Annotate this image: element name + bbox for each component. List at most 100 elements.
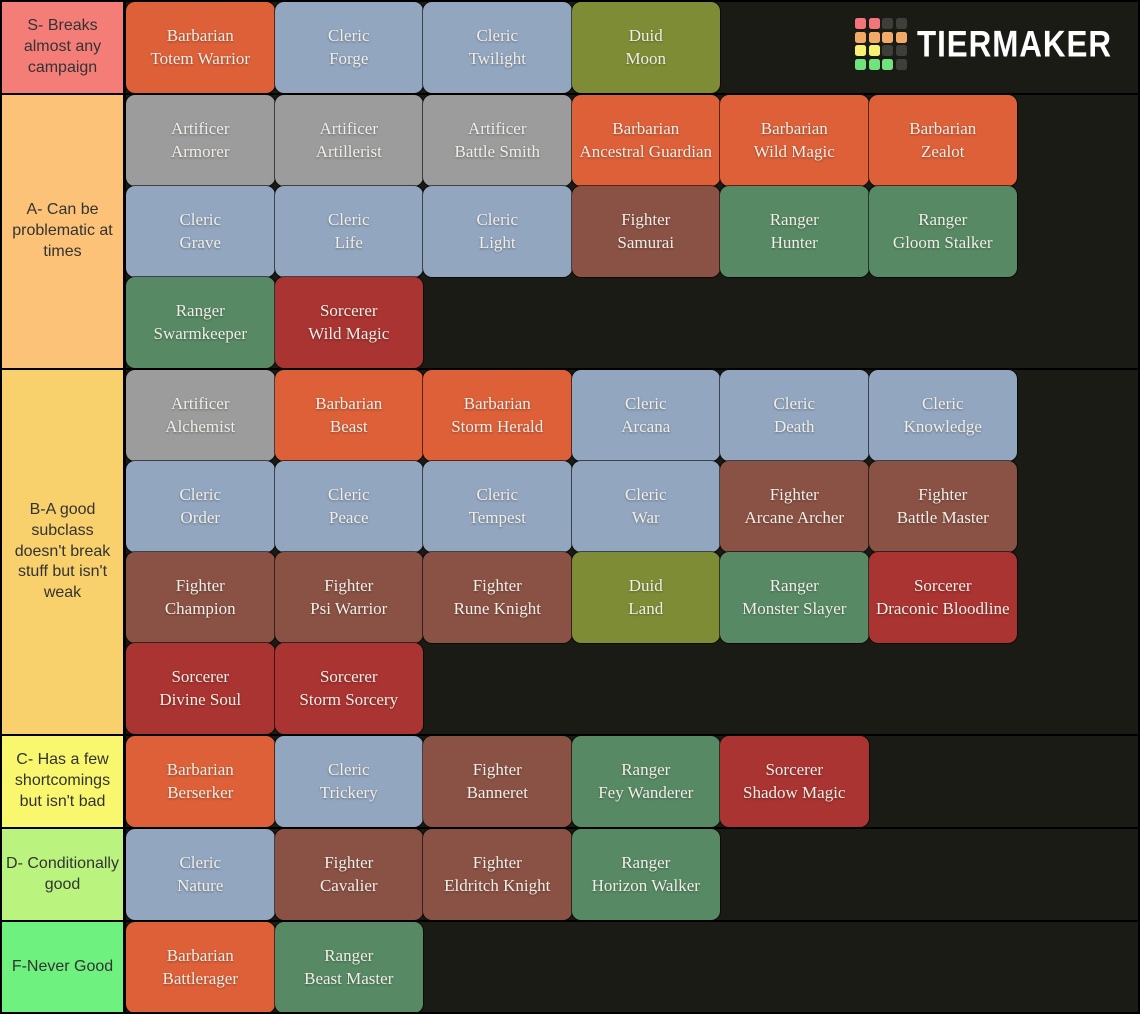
- tier-item-card[interactable]: Barbarian Zealot: [868, 95, 1017, 186]
- tier-item-card[interactable]: Cleric Order: [126, 461, 275, 552]
- tier-item-class: Cleric: [476, 26, 519, 46]
- tier-item-subclass: Berserker: [167, 782, 234, 802]
- tier-item-class: Cleric: [179, 485, 222, 505]
- tier-item-class: Sorcerer: [765, 760, 824, 780]
- tier-item-card[interactable]: Fighter Cavalier: [274, 829, 423, 920]
- tier-item-card[interactable]: Ranger Swarmkeeper: [126, 277, 275, 368]
- tier-cards-area[interactable]: Cleric Nature Fighter Cavalier Fighter E…: [126, 829, 1138, 920]
- tier-item-card[interactable]: Cleric Forge: [274, 2, 423, 93]
- tiermaker-logo: TIERMAKER: [855, 18, 1122, 70]
- tier-item-subclass: Land: [628, 598, 664, 618]
- tier-item-subclass: Beast: [329, 416, 368, 436]
- tier-cards-area[interactable]: Artificer Alchemist Barbarian Beast Barb…: [126, 370, 1138, 734]
- tier-item-subclass: Gloom Stalker: [892, 232, 993, 252]
- tier-item-card[interactable]: Cleric Grave: [126, 186, 275, 277]
- tier-row-b: B-A good subclass doesn't break stuff bu…: [2, 370, 1138, 736]
- tier-item-subclass: Death: [773, 416, 815, 436]
- tier-item-card[interactable]: Artificer Artillerist: [274, 95, 423, 186]
- tier-item-card[interactable]: Artificer Armorer: [126, 95, 275, 186]
- tier-item-card[interactable]: Cleric Tempest: [423, 461, 572, 552]
- tier-item-card[interactable]: Fighter Battle Master: [868, 461, 1017, 552]
- tier-item-class: Ranger: [621, 760, 671, 780]
- tier-item-card[interactable]: Cleric Trickery: [274, 736, 423, 827]
- tier-item-class: Artificer: [170, 119, 230, 139]
- tier-item-card[interactable]: Fighter Rune Knight: [423, 552, 572, 643]
- tier-item-card[interactable]: Cleric Knowledge: [868, 370, 1017, 461]
- tier-item-card[interactable]: Ranger Gloom Stalker: [868, 186, 1017, 277]
- tier-item-class: Cleric: [773, 394, 816, 414]
- tier-item-subclass: Trickery: [319, 782, 378, 802]
- tier-item-class: Fighter: [472, 853, 522, 873]
- tier-item-card[interactable]: Duid Moon: [571, 2, 720, 93]
- tier-item-card[interactable]: Ranger Fey Wanderer: [571, 736, 720, 827]
- tier-cards-area[interactable]: Barbarian Battlerager Ranger Beast Maste…: [126, 922, 1138, 1012]
- tier-item-card[interactable]: Fighter Arcane Archer: [720, 461, 869, 552]
- tier-item-subclass: Life: [334, 232, 363, 252]
- tier-item-class: Cleric: [327, 760, 370, 780]
- tier-item-card[interactable]: Sorcerer Storm Sorcery: [274, 643, 423, 734]
- tier-item-card[interactable]: Ranger Beast Master: [274, 922, 423, 1012]
- tier-item-subclass: Peace: [328, 507, 369, 527]
- tier-cards-area[interactable]: Barbarian Berserker Cleric Trickery Figh…: [126, 736, 1138, 827]
- tier-cards-area[interactable]: Artificer Armorer Artificer Artillerist …: [126, 95, 1138, 368]
- tier-item-card[interactable]: Fighter Psi Warrior: [274, 552, 423, 643]
- tier-item-class: Fighter: [324, 853, 374, 873]
- tier-item-card[interactable]: Sorcerer Wild Magic: [274, 277, 423, 368]
- tier-item-subclass: Arcana: [621, 416, 671, 436]
- tier-item-card[interactable]: Artificer Battle Smith: [423, 95, 572, 186]
- tier-item-card[interactable]: Sorcerer Shadow Magic: [720, 736, 869, 827]
- logo-square: [855, 18, 867, 29]
- tier-item-card[interactable]: Barbarian Battlerager: [126, 922, 275, 1012]
- tier-item-class: Barbarian: [612, 119, 680, 139]
- tier-item-class: Duid: [628, 26, 663, 46]
- tier-item-card[interactable]: Sorcerer Draconic Bloodline: [868, 552, 1017, 643]
- tier-item-subclass: Tempest: [468, 507, 526, 527]
- tier-item-card[interactable]: Barbarian Berserker: [126, 736, 275, 827]
- tier-item-class: Barbarian: [166, 26, 234, 46]
- tier-item-subclass: Hunter: [770, 232, 818, 252]
- tier-item-class: Barbarian: [315, 394, 383, 414]
- tier-item-class: Fighter: [769, 485, 819, 505]
- tier-row-f: F-Never Good Barbarian Battlerager Range…: [2, 922, 1138, 1012]
- tier-item-card[interactable]: Cleric Peace: [274, 461, 423, 552]
- logo-square: [895, 31, 907, 43]
- tier-item-subclass: Battle Smith: [454, 141, 540, 161]
- tier-item-card[interactable]: Ranger Hunter: [720, 186, 869, 277]
- logo-square: [882, 31, 894, 43]
- tier-item-class: Ranger: [324, 946, 374, 966]
- logo-square: [882, 18, 894, 29]
- tier-item-card[interactable]: Cleric Twilight: [423, 2, 572, 93]
- tier-item-card[interactable]: Artificer Alchemist: [126, 370, 275, 461]
- tier-item-card[interactable]: Barbarian Storm Herald: [423, 370, 572, 461]
- tier-item-class: Fighter: [472, 576, 522, 596]
- tier-label: B-A good subclass doesn't break stuff bu…: [2, 370, 126, 734]
- tier-item-class: Fighter: [175, 576, 225, 596]
- tier-label: C- Has a few shortcomings but isn't bad: [2, 736, 126, 827]
- tier-item-card[interactable]: Barbarian Beast: [274, 370, 423, 461]
- tier-item-card[interactable]: Barbarian Ancestral Guardian: [571, 95, 720, 186]
- tier-item-class: Cleric: [179, 853, 222, 873]
- tier-item-card[interactable]: Fighter Banneret: [423, 736, 572, 827]
- tier-item-subclass: Beast Master: [304, 968, 394, 988]
- tier-item-card[interactable]: Cleric Death: [720, 370, 869, 461]
- tier-item-card[interactable]: Cleric Light: [423, 186, 572, 277]
- tier-item-card[interactable]: Cleric War: [571, 461, 720, 552]
- tier-item-card[interactable]: Cleric Life: [274, 186, 423, 277]
- tier-item-card[interactable]: Cleric Arcana: [571, 370, 720, 461]
- tier-cards-area[interactable]: Barbarian Totem Warrior Cleric Forge Cle…: [126, 2, 1138, 93]
- tier-item-card[interactable]: Cleric Nature: [126, 829, 275, 920]
- tier-item-card[interactable]: Fighter Eldritch Knight: [423, 829, 572, 920]
- logo-square: [895, 45, 907, 56]
- tier-item-card[interactable]: Duid Land: [571, 552, 720, 643]
- tier-item-card[interactable]: Fighter Samurai: [571, 186, 720, 277]
- tier-item-card[interactable]: Fighter Champion: [126, 552, 275, 643]
- tier-item-class: Barbarian: [166, 760, 234, 780]
- tier-item-card[interactable]: Barbarian Totem Warrior: [126, 2, 275, 93]
- tier-item-card[interactable]: Sorcerer Divine Soul: [126, 643, 275, 734]
- tier-item-card[interactable]: Ranger Monster Slayer: [720, 552, 869, 643]
- tier-item-card[interactable]: Barbarian Wild Magic: [720, 95, 869, 186]
- tier-item-class: Cleric: [327, 485, 370, 505]
- tier-item-card[interactable]: Ranger Horizon Walker: [571, 829, 720, 920]
- tier-item-subclass: Divine Soul: [159, 689, 242, 709]
